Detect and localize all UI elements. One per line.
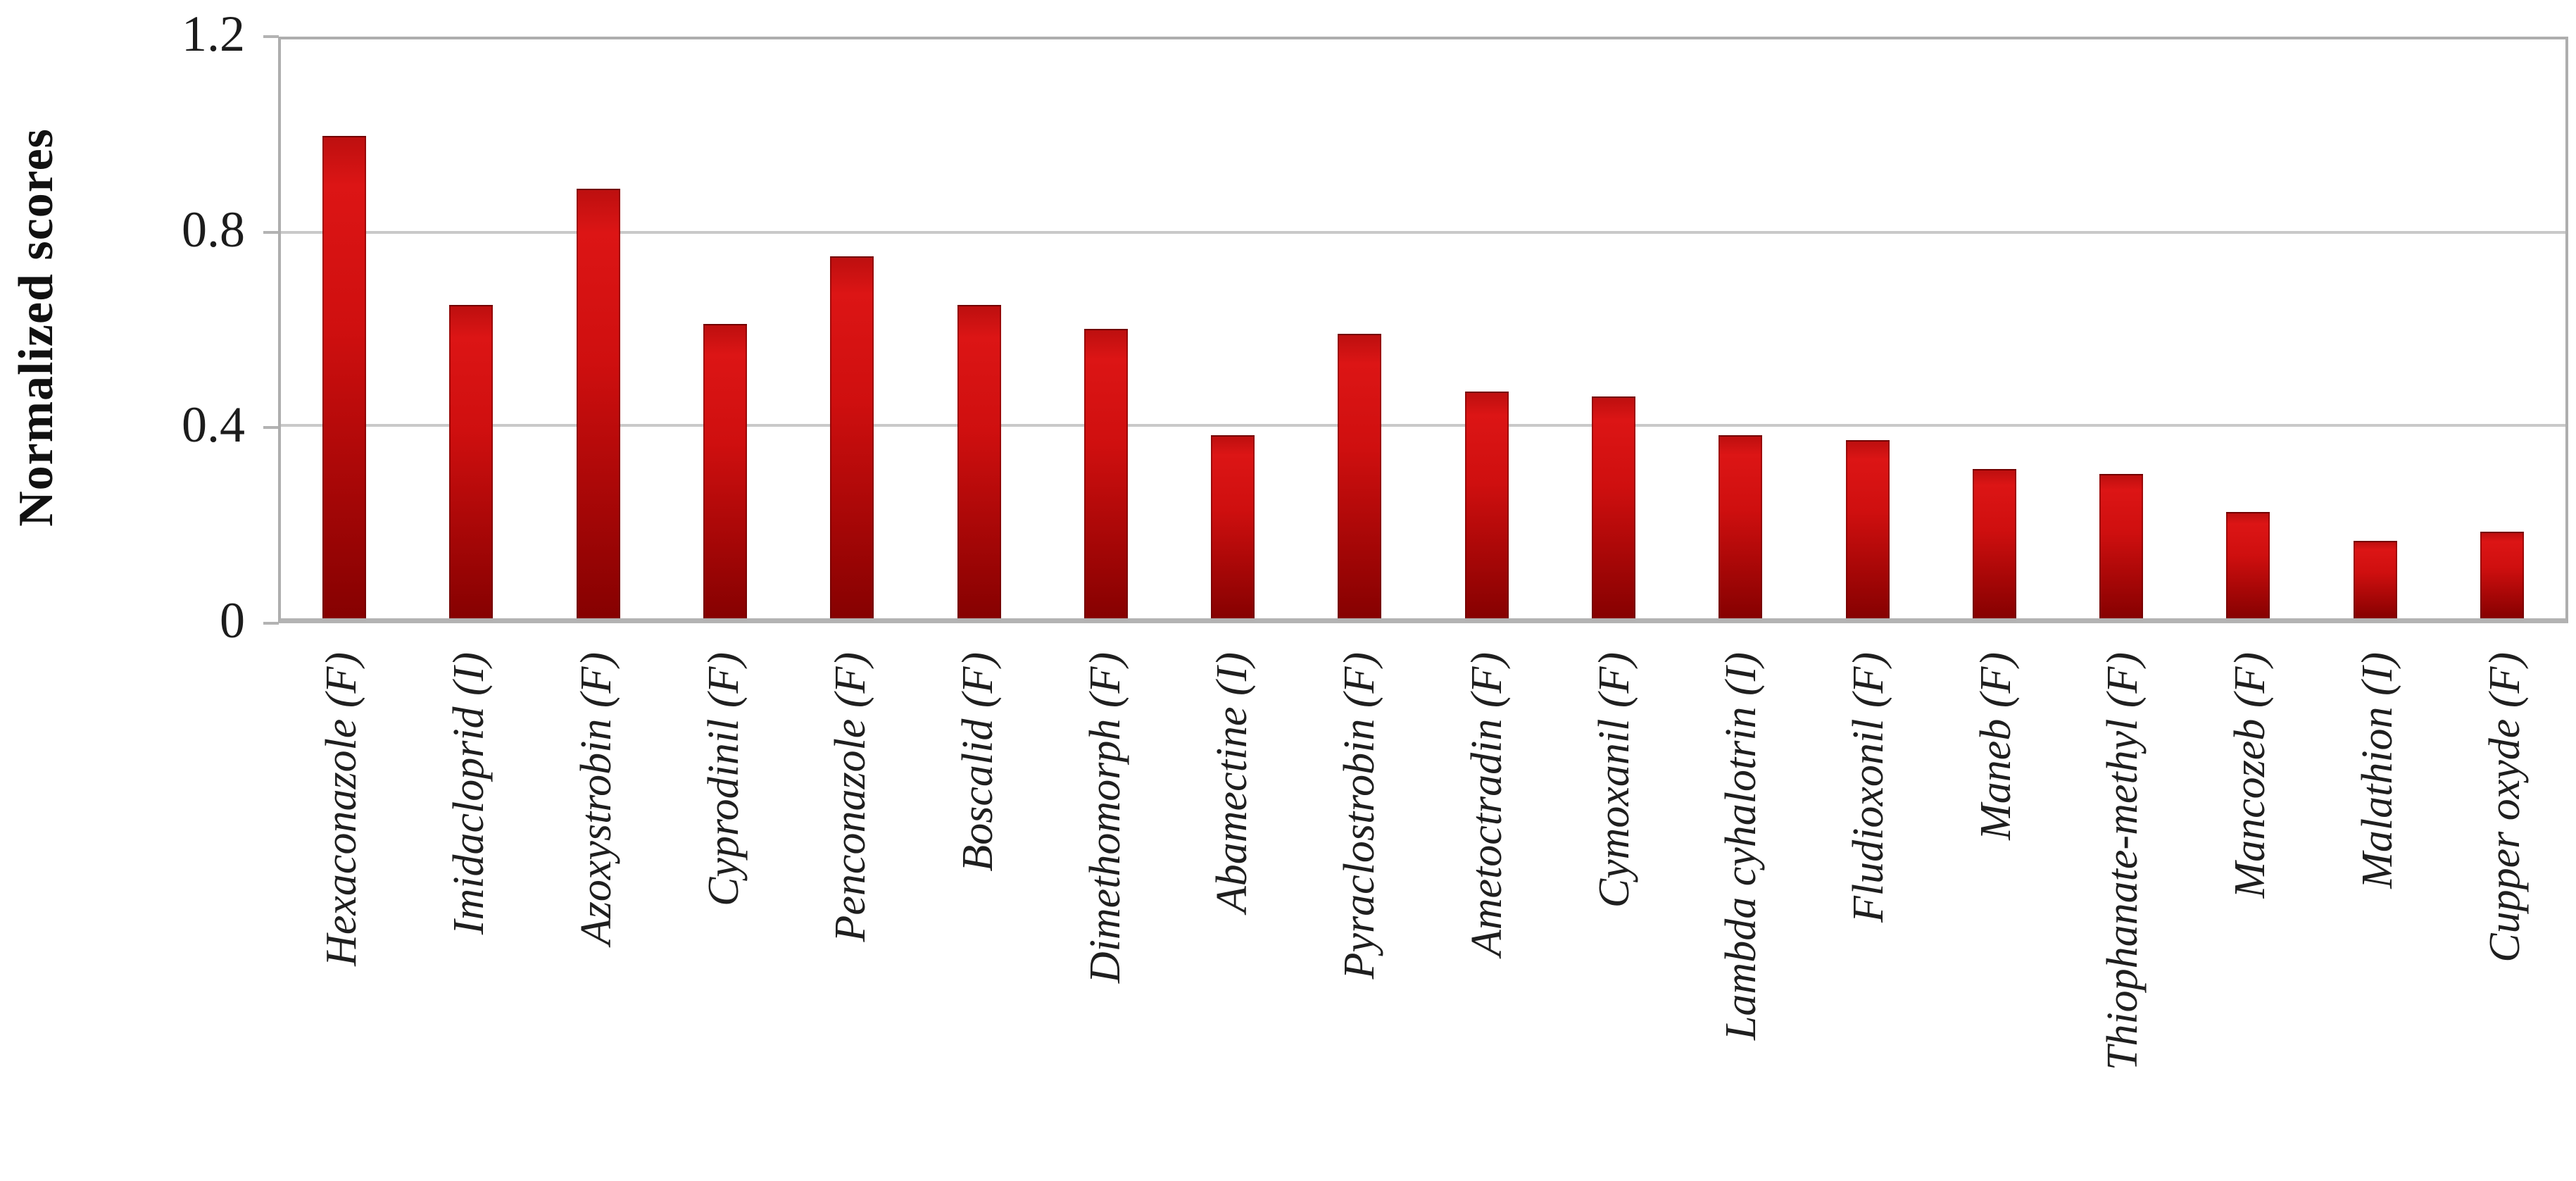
bar-cell [2439,39,2565,618]
bar-cell [2312,39,2439,618]
x-category-label: Maneb (F) [1971,652,2020,840]
bar-cell [1043,39,1169,618]
gridline-0.4 [281,423,2565,427]
y-tick-label-0.8: 0.8 [182,201,245,258]
x-label-cell: Lambda cyhalotrin (I) [1678,628,1805,1181]
bar-cell [2185,39,2311,618]
bar-cell [535,39,662,618]
bar-cell [1296,39,1423,618]
x-category-label: Thiophanate-methyl (F) [2099,652,2147,1071]
x-category-label: Hexaconazole (F) [318,652,366,966]
x-label-cell: Imidacloprid (I) [406,628,533,1181]
bar-cell [662,39,788,618]
x-label-cell: Abamectine (I) [1169,628,1296,1181]
bar-Hexaconazole (F) [322,136,367,618]
y-tick-label-1.2: 1.2 [182,6,245,63]
bar-cell [1677,39,1804,618]
x-category-label: Cupper oxyde (F) [2480,652,2529,963]
x-category-label: Imidacloprid (I) [445,652,494,935]
plot-area [278,37,2568,623]
y-tick-mark-0.4 [263,426,279,430]
x-label-cell: Penconazole (F) [787,628,915,1181]
y-tick-mark-0 [263,622,279,625]
x-label-cell: Thiophanate-methyl (F) [2059,628,2187,1181]
x-category-label: Abamectine (I) [1208,652,1257,913]
x-axis-labels: Hexaconazole (F) Imidacloprid (I) Azoxystr… [278,628,2568,1181]
bar-cell [1424,39,1550,618]
bar-Ametoctradin (F) [1464,392,1509,618]
x-label-cell: Malathion (I) [2314,628,2442,1181]
bar-Abamectine (I) [1211,435,1255,618]
x-category-label: Cyprodinil (F) [699,652,748,907]
bar-series [281,39,2565,618]
gridline-0.8 [281,230,2565,234]
x-label-cell: Cupper oxyde (F) [2441,628,2568,1181]
bar-Dimethomorph (F) [1083,329,1128,618]
bar-Lambda cyhalotrin (I) [1719,435,1763,618]
y-tick-label-0: 0 [220,592,245,649]
bar-cell [2058,39,2185,618]
x-label-cell: Cyprodinil (F) [660,628,787,1181]
x-label-cell: Cymoxanil (F) [1550,628,1678,1181]
x-category-label: Mancozeb (F) [2226,652,2275,899]
y-tick-label-0.4: 0.4 [182,396,245,454]
bar-Cyprodinil (F) [703,324,747,618]
x-label-cell: Mancozeb (F) [2187,628,2314,1181]
bar-Cymoxanil (F) [1591,396,1635,618]
x-label-cell: Ametoctradin (F) [1423,628,1550,1181]
x-label-cell: Dimethomorph (F) [1041,628,1169,1181]
bar-Cupper oxyde (F) [2480,531,2524,618]
bar-cell [915,39,1042,618]
x-category-label: Malathion (I) [2353,652,2401,889]
x-category-label: Pyraclostrobin (F) [1336,652,1384,980]
bar-cell [1169,39,1296,618]
x-label-cell: Maneb (F) [1932,628,2059,1181]
x-category-label: Boscalid (F) [953,652,1002,872]
bar-Penconazole (F) [830,256,874,618]
x-category-label: Penconazole (F) [827,652,875,942]
x-category-label: Ametoctradin (F) [1462,652,1511,957]
y-axis-title: Normalized scores [9,128,63,527]
bar-Imidacloprid (I) [449,304,494,618]
x-label-cell: Boscalid (F) [915,628,1042,1181]
x-category-label: Fludioxonil (F) [1844,652,1892,923]
bar-cell [281,39,408,618]
bar-Fludioxonil (F) [1845,439,1890,618]
bar-Maneb (F) [1972,468,2016,618]
bar-cell [1804,39,1930,618]
bar-cell [1931,39,2058,618]
x-label-cell: Pyraclostrobin (F) [1296,628,1424,1181]
y-tick-mark-0.8 [263,230,279,234]
bar-Azoxystrobin (F) [576,189,620,618]
bar-Malathion (I) [2353,541,2397,618]
y-tick-mark-1.2 [263,35,279,38]
bar-cell [1550,39,1677,618]
bar-Boscalid (F) [957,304,1001,618]
x-label-cell: Hexaconazole (F) [278,628,406,1181]
x-label-cell: Fludioxonil (F) [1805,628,1933,1181]
x-category-label: Cymoxanil (F) [1590,652,1638,908]
bar-cell [408,39,534,618]
x-label-cell: Azoxystrobin (F) [532,628,660,1181]
bar-Thiophanate-methyl (F) [2099,473,2144,618]
x-category-label: Lambda cyhalotrin (I) [1717,652,1766,1041]
bar-cell [788,39,915,618]
bar-Pyraclostrobin (F) [1338,333,1382,618]
x-category-label: Azoxystrobin (F) [572,652,620,946]
bar-Mancozeb (F) [2226,512,2270,618]
x-category-label: Dimethomorph (F) [1081,652,1129,984]
